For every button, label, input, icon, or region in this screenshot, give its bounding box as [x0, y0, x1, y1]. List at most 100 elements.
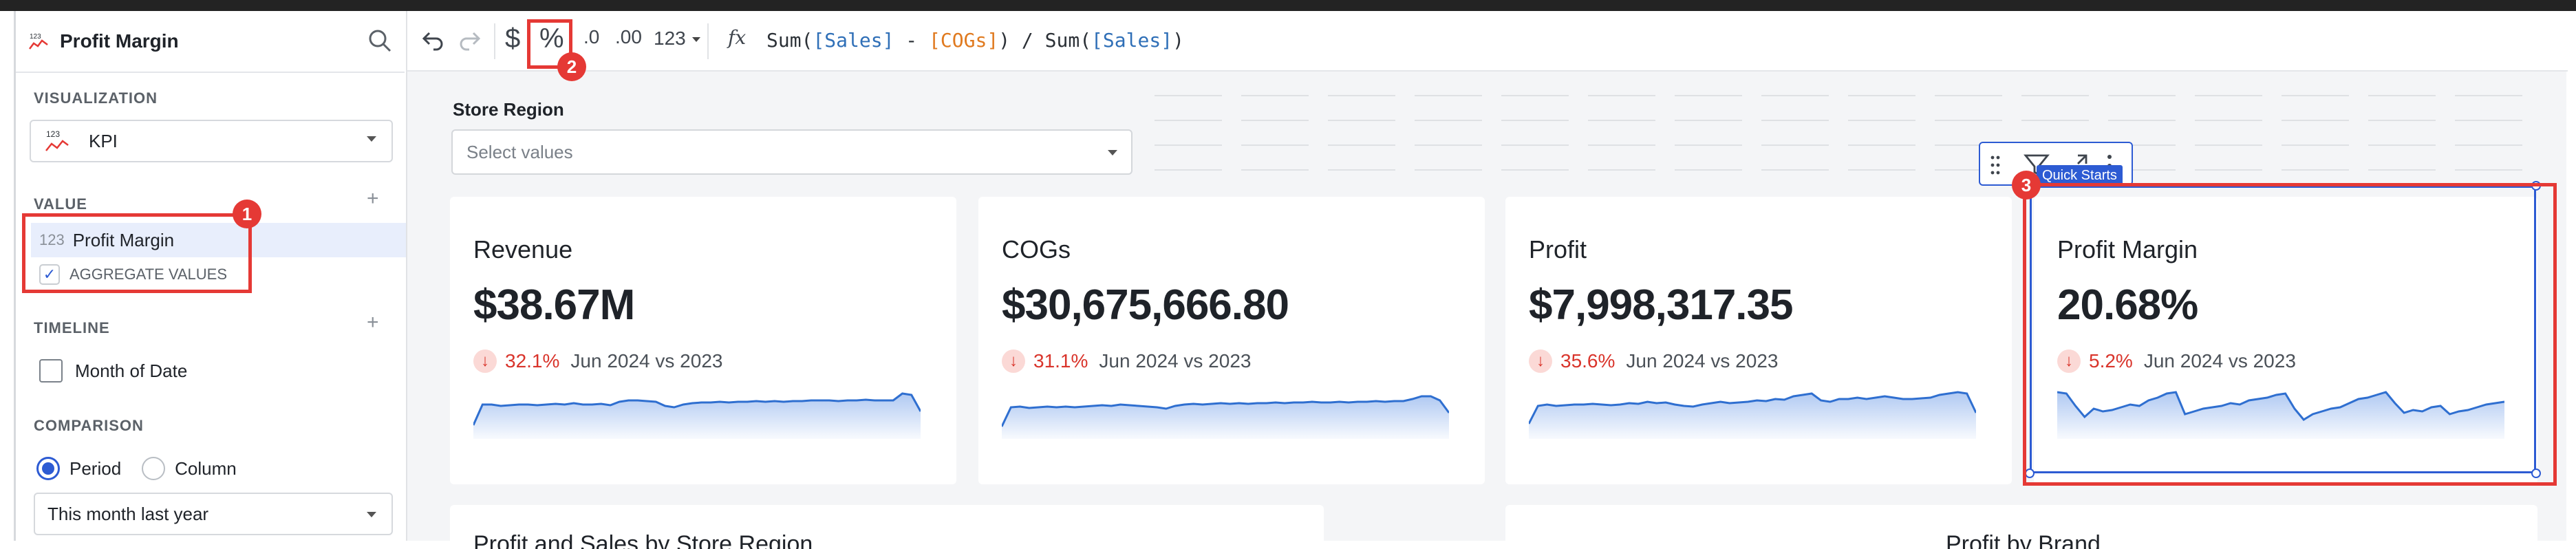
add-timeline-icon[interactable]: + [367, 311, 379, 334]
value-section-label: VALUE [34, 195, 87, 213]
kpi-title: Profit [1529, 235, 1587, 263]
arrow-down-icon: ↓ [1002, 349, 1025, 373]
chart-card-profit-brand[interactable]: Profit by Brand [1505, 505, 2537, 549]
panel-header: 123 Profit Margin [16, 11, 405, 73]
placeholder-line [2021, 95, 2089, 96]
placeholder-line [1675, 95, 1742, 96]
placeholder-line [1848, 169, 1915, 171]
kpi-card-profit[interactable]: Profit $7,998,317.35 ↓ 35.6% Jun 2024 vs… [1505, 197, 2012, 484]
placeholder-line [2368, 144, 2436, 146]
toolbar-divider [494, 23, 495, 59]
window-top-border [0, 0, 2576, 11]
timeline-item[interactable]: Month of Date [39, 359, 187, 383]
radio-period[interactable] [36, 457, 60, 480]
formula-toolbar: $ % .0 .00 123 fx Sum([Sales] - [COGs]) … [407, 11, 2568, 72]
sparkline [1529, 391, 1976, 439]
formula-column-ref: [Sales] [1091, 29, 1173, 52]
workbook-canvas: $ % .0 .00 123 fx Sum([Sales] - [COGs]) … [406, 11, 2568, 549]
kpi-chart-icon: 123 [29, 33, 48, 50]
placeholder-line [2368, 120, 2436, 121]
chevron-down-icon [367, 136, 376, 142]
placeholder-line [2021, 120, 2089, 121]
sparkline [2057, 391, 2504, 439]
placeholder-line [1761, 144, 1829, 146]
callout-box-1 [22, 213, 252, 293]
currency-format-button[interactable]: $ [505, 23, 521, 54]
add-value-icon[interactable]: + [367, 187, 379, 210]
placeholder-line [1935, 144, 2002, 146]
placeholder-line [1848, 144, 1915, 146]
kpi-period: Jun 2024 vs 2023 [1099, 350, 1252, 372]
properties-panel: 123 Profit Margin VISUALIZATION 123 KPI … [14, 11, 408, 541]
kpi-title: Profit Margin [2057, 235, 2198, 263]
chart-card-profit-sales-region[interactable]: Profit and Sales by Store Region [450, 505, 1324, 549]
placeholder-line [1848, 120, 1915, 121]
kpi-value: $38.67M [473, 281, 635, 329]
number-format-dropdown[interactable]: 123 [654, 28, 686, 49]
kpi-card-cogs[interactable]: COGs $30,675,666.80 ↓ 31.1% Jun 2024 vs … [978, 197, 1485, 484]
value-item-profit-margin[interactable]: 123 Profit Margin [31, 223, 408, 257]
aggregate-values-option[interactable]: ✓ AGGREGATE VALUES [39, 264, 227, 285]
formula-bar[interactable]: Sum([Sales] - [COGs]) / Sum([Sales]) [766, 29, 1184, 52]
quick-starts-tag[interactable]: Quick Starts [2037, 165, 2123, 186]
number-type-icon: 123 [39, 231, 65, 248]
placeholder-line [1415, 169, 1482, 171]
increase-decimal-button[interactable]: .00 [615, 26, 642, 47]
placeholder-line [1415, 144, 1482, 146]
sparkline-line [1002, 395, 1449, 427]
placeholder-line [1675, 144, 1742, 146]
redo-icon[interactable] [457, 26, 482, 51]
svg-text:123: 123 [30, 33, 41, 41]
chevron-down-icon [367, 512, 376, 517]
placeholder-line [1588, 95, 1655, 96]
resize-handle[interactable] [2531, 469, 2541, 478]
decrease-decimal-button[interactable]: .0 [583, 26, 600, 47]
kpi-change: 31.1% [1033, 350, 1088, 372]
svg-text:123: 123 [46, 129, 60, 139]
placeholder-line [1588, 120, 1655, 121]
percent-format-button[interactable]: % [539, 23, 564, 54]
kpi-period: Jun 2024 vs 2023 [570, 350, 723, 372]
placeholder-line [1415, 95, 1482, 96]
kpi-value: $30,675,666.80 [1002, 281, 1289, 329]
drag-handle-icon[interactable] [1990, 154, 2001, 176]
placeholder-line [1241, 169, 1309, 171]
formula-column-ref: [Sales] [813, 29, 894, 52]
selected-element-outline [2030, 186, 2536, 473]
radio-column[interactable] [142, 457, 166, 480]
comparison-select[interactable]: This month last year [34, 493, 393, 535]
placeholder-line [1761, 95, 1829, 96]
placeholder-line [1501, 144, 1569, 146]
sparkline-line [2057, 391, 2504, 421]
placeholder-line [2195, 120, 2262, 121]
placeholder-line [2455, 144, 2522, 146]
undo-icon[interactable] [421, 26, 446, 51]
placeholder-line [1241, 95, 1309, 96]
radio-column-label: Column [175, 458, 237, 479]
visualization-select[interactable]: 123 KPI [30, 120, 393, 162]
placeholder-line [1328, 169, 1395, 171]
placeholder-line [1155, 95, 1222, 96]
arrow-down-icon: ↓ [1529, 349, 1552, 373]
sparkline-area [2057, 392, 2504, 439]
store-region-select[interactable]: Select values [451, 129, 1133, 175]
kpi-card-profit-margin[interactable]: Profit Margin 20.68% ↓ 5.2% Jun 2024 vs … [2034, 197, 2537, 484]
sparkline-area [1002, 396, 1449, 439]
sparkline [473, 392, 921, 439]
sparkline-line [473, 392, 921, 426]
placeholder-line [1935, 169, 2002, 171]
expand-icon[interactable] [2063, 153, 2089, 179]
checkmark-icon[interactable]: ✓ [39, 264, 60, 285]
placeholder-line [2368, 169, 2436, 171]
placeholder-line [1241, 120, 1309, 121]
search-icon[interactable] [367, 28, 393, 54]
radio-period-label: Period [69, 458, 122, 479]
placeholder-line [1415, 120, 1482, 121]
kpi-title: COGs [1002, 235, 1071, 263]
placeholder-line [1761, 169, 1829, 171]
timeline-section-label: TIMELINE [34, 319, 110, 336]
placeholder-line [2195, 169, 2262, 171]
kpi-card-revenue[interactable]: Revenue $38.67M ↓ 32.1% Jun 2024 vs 2023 [450, 197, 956, 484]
arrow-down-icon: ↓ [473, 349, 497, 373]
chart-card-title: Profit and Sales by Store Region [473, 531, 813, 549]
